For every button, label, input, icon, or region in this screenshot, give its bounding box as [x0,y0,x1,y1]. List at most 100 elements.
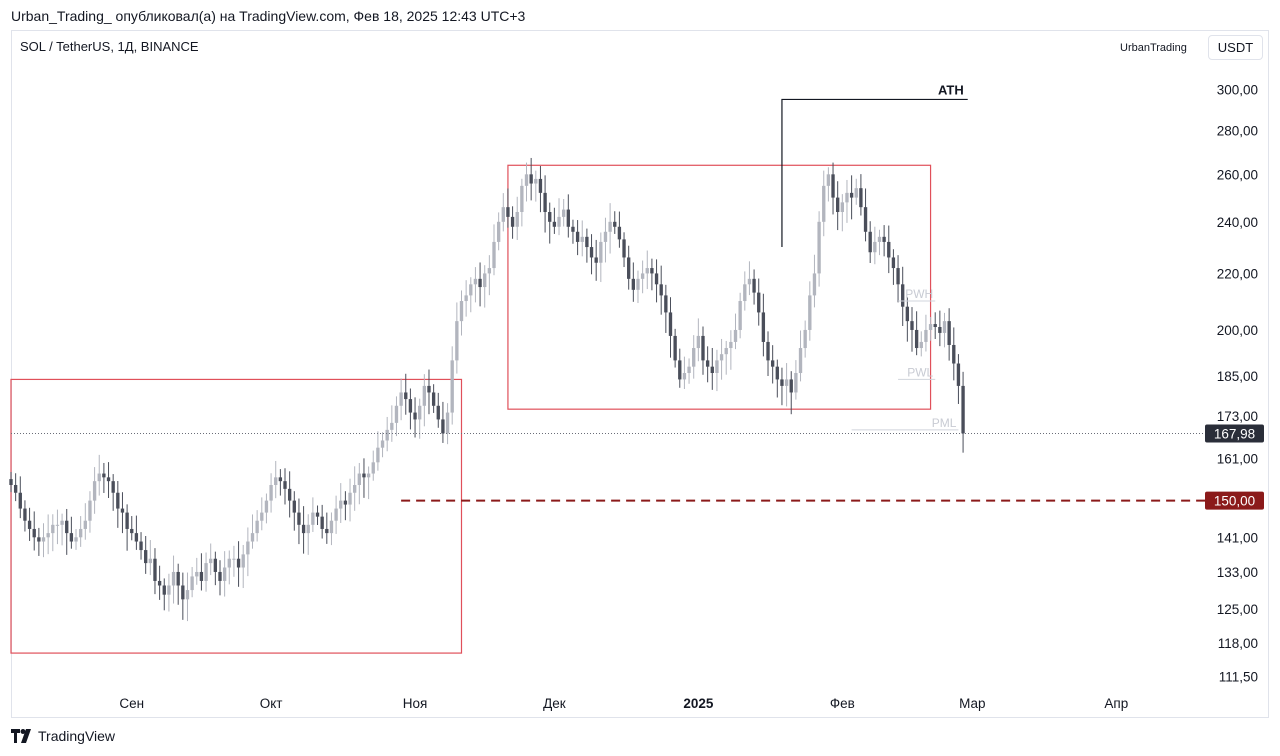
candle-down[interactable] [404,392,408,400]
candle-down[interactable] [18,492,22,509]
candle-down[interactable] [144,550,148,564]
candle-down[interactable] [106,477,111,482]
candle-down[interactable] [441,419,445,434]
candle-down[interactable] [111,481,115,493]
candle-down[interactable] [283,481,287,489]
candle-down[interactable] [436,405,440,420]
candle-up[interactable] [696,335,701,349]
candle-up[interactable] [483,273,487,288]
candle-up[interactable] [353,484,357,493]
candle-down[interactable] [613,221,617,227]
candle-up[interactable] [274,477,278,485]
candle-down[interactable] [543,192,547,213]
candle-up[interactable] [515,212,519,227]
candle-up[interactable] [682,373,687,380]
candle-down[interactable] [905,306,910,322]
candle-up[interactable] [334,508,338,521]
candle-down[interactable] [701,335,705,361]
candle-up[interactable] [190,576,194,591]
candle-up[interactable] [357,473,361,485]
candle-up[interactable] [464,295,468,302]
candle-down[interactable] [362,473,366,478]
candle-down[interactable] [650,268,654,274]
candle-down[interactable] [408,399,413,413]
candle-up[interactable] [148,558,152,564]
candle-up[interactable] [171,571,176,586]
candle-down[interactable] [510,216,515,227]
candle-up[interactable] [743,284,747,302]
candle-up[interactable] [83,520,87,529]
candle-up[interactable] [209,558,213,564]
candle-up[interactable] [222,567,227,581]
candle-up[interactable] [524,174,529,186]
candle-down[interactable] [664,295,668,313]
candle-down[interactable] [478,278,482,288]
candle-down[interactable] [236,558,241,568]
candle-down[interactable] [176,571,180,586]
candle-up[interactable] [469,284,473,296]
candle-up[interactable] [227,558,231,568]
candle-up[interactable] [195,571,199,577]
candle-down[interactable] [37,537,41,542]
candle-down[interactable] [752,278,756,293]
candle-down[interactable] [320,516,324,529]
candle-up[interactable] [450,360,454,413]
candle-down[interactable] [863,207,868,232]
candle-down[interactable] [181,585,185,600]
candle-up[interactable] [520,185,524,213]
candle-up[interactable] [496,221,501,242]
candle-up[interactable] [784,379,789,386]
candle-down[interactable] [575,231,580,242]
candle-up[interactable] [645,268,649,274]
candle-down[interactable] [789,379,793,393]
candle-up[interactable] [877,236,882,242]
candle-down[interactable] [831,174,835,198]
candle-up[interactable] [46,533,50,538]
candle-down[interactable] [961,385,965,434]
candle-down[interactable] [529,174,533,184]
candle-up[interactable] [232,558,236,560]
candle-down[interactable] [162,585,166,595]
candle-down[interactable] [125,512,129,529]
candle-up[interactable] [366,473,371,478]
candle-up[interactable] [246,541,250,555]
range-box-1[interactable] [10,378,463,654]
candle-up[interactable] [306,524,310,534]
candle-down[interactable] [427,385,431,393]
candle-up[interactable] [928,324,933,330]
candle-down[interactable] [766,341,770,361]
candle-up[interactable] [719,354,724,361]
candle-up[interactable] [167,585,171,595]
candle-down[interactable] [506,207,510,217]
candle-down[interactable] [130,528,134,534]
candle-down[interactable] [134,533,139,542]
candle-down[interactable] [659,284,663,296]
candle-down[interactable] [325,528,329,534]
candle-down[interactable] [278,477,283,482]
candle-up[interactable] [845,192,849,203]
candle-down[interactable] [668,312,673,336]
candle-up[interactable] [580,236,584,242]
candle-up[interactable] [636,278,640,290]
candle-up[interactable] [60,520,64,525]
candle-up[interactable] [390,422,394,430]
candle-down[interactable] [868,231,872,253]
candle-up[interactable] [561,209,566,217]
candle-up[interactable] [534,178,538,184]
candle-down[interactable] [157,580,162,586]
candle-down[interactable] [120,508,125,513]
candle-down[interactable] [65,520,69,534]
candle-down[interactable] [622,239,626,258]
candle-down[interactable] [116,492,120,509]
candle-up[interactable] [380,440,385,448]
candle-up[interactable] [473,278,478,285]
candle-down[interactable] [301,524,306,534]
candle-down[interactable] [627,257,631,279]
candle-up[interactable] [812,273,817,296]
candle-down[interactable] [947,321,951,345]
candle-down[interactable] [956,363,961,386]
candle-up[interactable] [603,231,608,242]
candle-down[interactable] [933,324,937,328]
candle-up[interactable] [640,273,645,279]
candle-down[interactable] [589,247,594,258]
